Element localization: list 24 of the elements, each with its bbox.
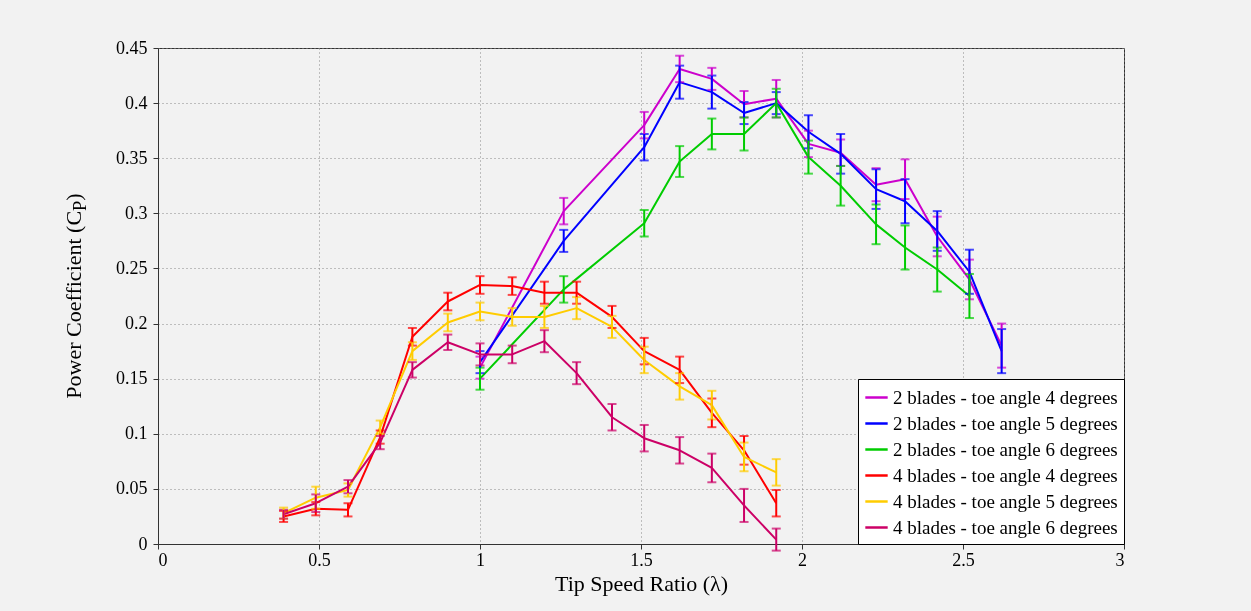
y-tick-label: 0.2	[125, 313, 148, 334]
x-tick-label: 0.5	[308, 549, 331, 570]
legend-label: 2 blades - toe angle 5 degrees	[893, 412, 1118, 434]
y-tick-label: 0	[138, 533, 148, 554]
legend-label: 2 blades - toe angle 6 degrees	[893, 438, 1118, 460]
y-tick-label: 0.45	[116, 37, 148, 58]
x-tick-label: 1.5	[630, 549, 653, 570]
x-axis-title: Tip Speed Ratio (λ)	[554, 570, 729, 596]
y-tick-label: 0.15	[116, 368, 148, 389]
legend-label: 2 blades - toe angle 4 degrees	[893, 386, 1118, 408]
x-tick-label: 0	[158, 549, 168, 570]
y-tick-label: 0.05	[116, 478, 148, 499]
x-tick-label: 1	[476, 549, 485, 570]
x-tick-label: 2	[798, 549, 807, 570]
x-tick-label: 2.5	[952, 549, 975, 570]
legend-label: 4 blades - toe angle 4 degrees	[893, 464, 1118, 486]
legend-label: 4 blades - toe angle 6 degrees	[893, 516, 1118, 538]
y-tick-label: 0.25	[116, 257, 148, 278]
y-tick-label: 0.4	[125, 92, 148, 113]
y-tick-label: 0.3	[125, 202, 148, 223]
x-tick-label: 3	[1115, 549, 1125, 570]
legend-label: 4 blades - toe angle 5 degrees	[893, 490, 1118, 512]
y-tick-label: 0.1	[125, 423, 148, 444]
y-tick-label: 0.35	[116, 147, 148, 168]
